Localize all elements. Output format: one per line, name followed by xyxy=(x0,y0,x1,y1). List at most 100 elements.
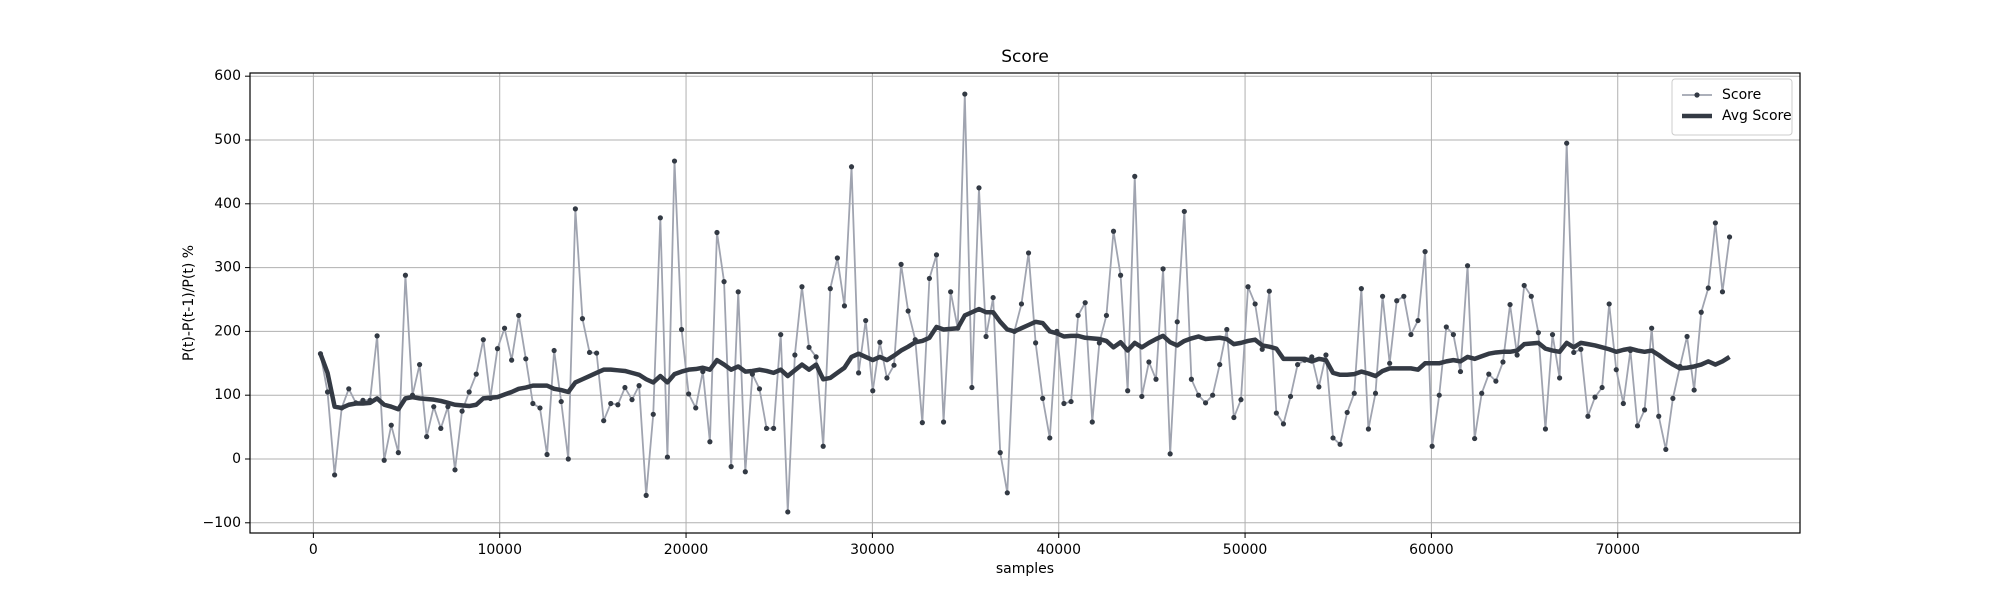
score-point xyxy=(1217,361,1223,368)
score-point xyxy=(969,384,975,391)
score-point xyxy=(530,400,536,407)
score-point xyxy=(501,325,508,331)
score-point xyxy=(806,344,812,350)
score-point xyxy=(1153,376,1159,382)
score-point xyxy=(657,215,663,221)
y-tick-label: 300 xyxy=(214,260,241,276)
score-point xyxy=(1641,407,1648,413)
score-point xyxy=(671,158,678,164)
score-point xyxy=(693,405,699,411)
score-point xyxy=(1422,249,1428,255)
score-point xyxy=(1698,309,1704,315)
score-point xyxy=(1004,490,1010,496)
score-point xyxy=(516,312,522,319)
score-point xyxy=(586,349,593,356)
score-point xyxy=(494,346,501,352)
score-point xyxy=(1578,346,1584,352)
score-point xyxy=(1564,140,1570,146)
score-point xyxy=(629,397,635,403)
x-tick-label: 20000 xyxy=(664,542,709,558)
score-point xyxy=(1620,400,1626,407)
score-point xyxy=(1238,397,1244,403)
score-point xyxy=(1500,359,1506,365)
score-point xyxy=(509,357,515,363)
score-point xyxy=(799,284,805,290)
score-point xyxy=(416,361,423,368)
score-point xyxy=(1365,426,1372,432)
x-tick-label: 30000 xyxy=(850,542,895,558)
score-point xyxy=(1280,421,1287,427)
score-point xyxy=(1606,301,1612,307)
score-point xyxy=(1018,301,1025,307)
score-point xyxy=(1479,390,1485,396)
score-point xyxy=(933,252,940,258)
score-point xyxy=(1684,333,1690,340)
score-point xyxy=(601,418,607,424)
score-point xyxy=(480,337,486,343)
score-line xyxy=(319,93,1731,513)
score-point xyxy=(381,457,387,463)
score-point xyxy=(1295,361,1301,368)
score-point xyxy=(1047,435,1053,441)
score-point xyxy=(1330,435,1336,441)
score-point xyxy=(1167,451,1173,457)
score-point xyxy=(1457,368,1464,375)
score-point xyxy=(1082,300,1088,306)
score-point xyxy=(346,386,352,392)
score-point xyxy=(1033,340,1039,346)
score-point xyxy=(565,456,571,462)
score-point xyxy=(1387,360,1393,366)
score-point xyxy=(863,317,869,324)
x-tick-label: 70000 xyxy=(1595,542,1640,558)
y-tick-label: 600 xyxy=(214,68,241,84)
score-point xyxy=(1634,423,1641,429)
score-point xyxy=(1224,326,1230,333)
score-point xyxy=(1649,325,1655,331)
score-point xyxy=(1719,289,1726,295)
score-point xyxy=(1394,298,1400,304)
score-point xyxy=(1670,395,1676,401)
y-axis-label: P(t)-P(t-1)/P(t) % xyxy=(181,245,197,361)
score-point xyxy=(643,492,649,498)
score-point xyxy=(1266,288,1272,294)
score-point xyxy=(1181,208,1187,215)
score-point xyxy=(1025,250,1032,256)
score-point xyxy=(1132,173,1138,179)
score-point xyxy=(1202,400,1209,406)
score-point xyxy=(778,331,784,338)
score-point xyxy=(324,389,331,395)
score-point xyxy=(1401,293,1407,299)
score-point xyxy=(792,352,798,358)
score-point xyxy=(664,454,671,460)
score-point xyxy=(1549,331,1556,338)
score-point xyxy=(997,450,1003,456)
score-point xyxy=(1139,393,1145,400)
plot-frame xyxy=(249,72,1801,534)
y-tick-label: 400 xyxy=(214,196,241,212)
score-point xyxy=(636,383,642,389)
score-point xyxy=(926,275,933,282)
score-point xyxy=(1245,284,1251,290)
score-point xyxy=(763,425,770,431)
score-point xyxy=(1379,293,1386,299)
score-point xyxy=(891,362,897,368)
score-point xyxy=(523,356,529,362)
score-point xyxy=(1273,410,1279,416)
score-point xyxy=(728,464,734,470)
score-point xyxy=(735,289,741,295)
score-point xyxy=(1592,394,1598,400)
score-point xyxy=(834,255,840,261)
score-point xyxy=(1613,367,1619,373)
score-point xyxy=(898,261,904,268)
score-point xyxy=(1464,263,1471,269)
score-point xyxy=(1337,441,1343,447)
score-point xyxy=(756,386,763,392)
score-point xyxy=(877,339,883,345)
score-point xyxy=(1599,384,1605,391)
x-tick-label: 60000 xyxy=(1409,542,1454,558)
score-point xyxy=(1571,349,1577,356)
score-point xyxy=(1726,234,1733,240)
chart-title: Score xyxy=(1001,47,1049,67)
score-point xyxy=(855,370,862,376)
score-point xyxy=(1507,301,1513,308)
